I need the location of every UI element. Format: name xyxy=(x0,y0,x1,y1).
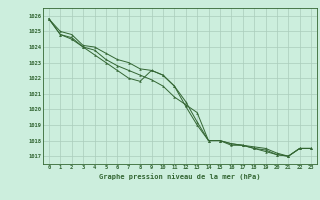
X-axis label: Graphe pression niveau de la mer (hPa): Graphe pression niveau de la mer (hPa) xyxy=(99,173,261,180)
